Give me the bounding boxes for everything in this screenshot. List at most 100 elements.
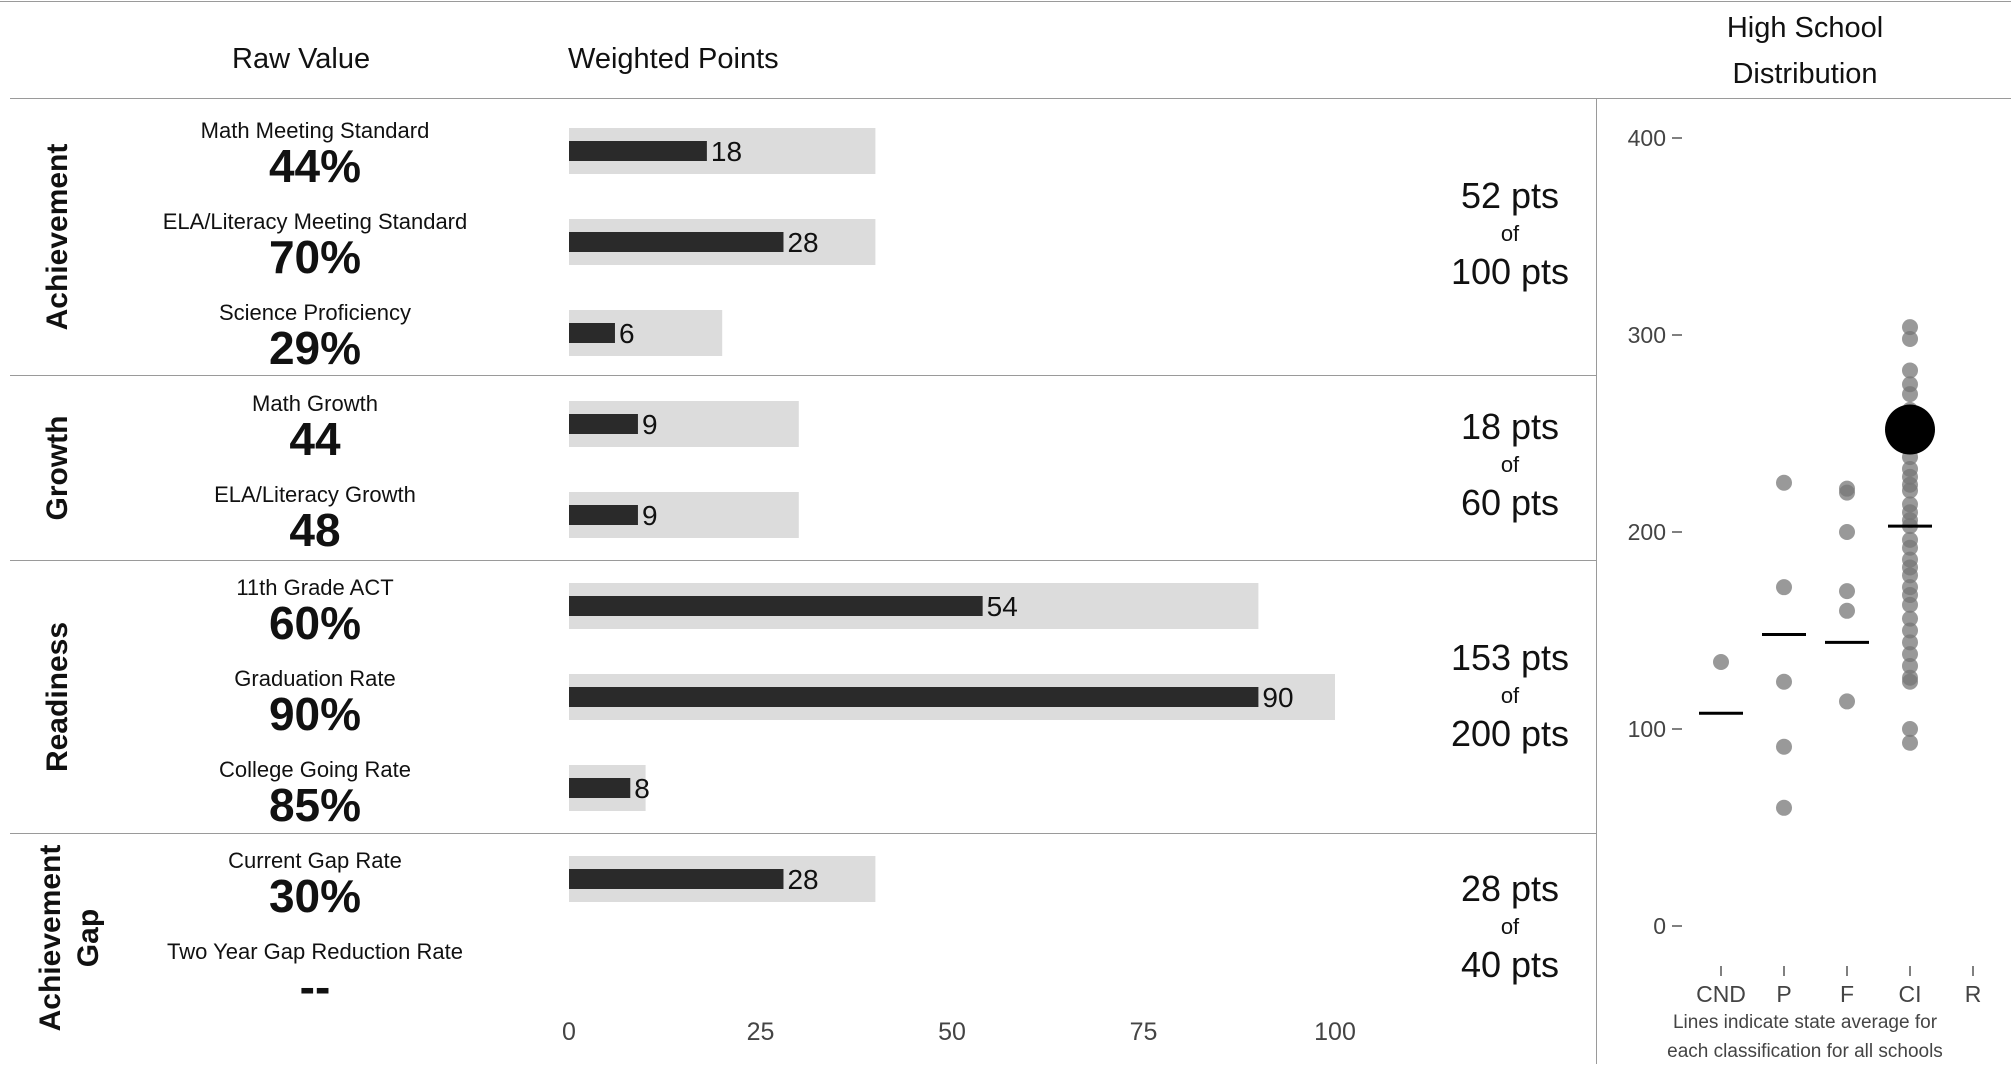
school-dot	[1902, 386, 1918, 403]
divider-growth-readiness	[10, 560, 1596, 561]
metric-value: 60%	[268, 597, 362, 649]
metric-label: College Going Rate	[218, 757, 411, 782]
x-tick-label: 100	[1314, 1018, 1356, 1046]
school-dot	[1902, 721, 1918, 737]
distribution-note: Lines indicate state average for each cl…	[1590, 1008, 2011, 1066]
distribution-title-line-1: High School	[1726, 12, 1884, 44]
distribution-title-line-2: Distribution	[1732, 58, 1878, 90]
points-label: 28	[787, 864, 818, 895]
total-of: of	[1500, 683, 1520, 708]
x-tick-label: CND	[1696, 981, 1746, 1007]
x-tick-label: 75	[1130, 1018, 1158, 1046]
metric-value: 90%	[268, 688, 362, 740]
weighted-points-header: Weighted Points	[568, 43, 779, 75]
metric-label: Science Proficiency	[219, 300, 411, 325]
school-dot	[1839, 583, 1855, 600]
total-max: 200 pts	[1450, 713, 1570, 754]
y-tick-label: 200	[1628, 519, 1666, 545]
y-tick-label: 300	[1628, 322, 1666, 348]
total-achievement-gap: 28 pts of 40 pts	[1410, 867, 1610, 987]
school-dot	[1776, 799, 1792, 816]
metric-value: 44	[289, 413, 341, 465]
metric-value: --	[299, 961, 331, 1013]
school-dot	[1776, 738, 1792, 755]
school-dot	[1902, 330, 1918, 347]
metric-value: 85%	[268, 779, 362, 831]
total-growth: 18 pts of 60 pts	[1410, 405, 1610, 525]
school-dot	[1902, 646, 1918, 663]
metric-value: 48	[289, 504, 341, 556]
x-tick-label: P	[1776, 981, 1791, 1007]
distribution-panel-divider	[1596, 98, 1597, 1064]
school-dot	[1902, 634, 1918, 651]
metric-label: ELA/Literacy Growth	[214, 482, 416, 507]
points-bar	[569, 687, 1259, 707]
school-dot	[1902, 596, 1918, 613]
points-bar	[569, 414, 638, 434]
school-dot	[1902, 362, 1918, 379]
distribution-note-line-1: Lines indicate state average for	[1672, 1012, 1938, 1033]
points-bar	[569, 323, 615, 343]
school-dot	[1902, 319, 1918, 336]
metric-act: 11th Grade ACT 60%	[110, 575, 520, 649]
points-label: 8	[634, 773, 650, 804]
metric-value: 29%	[268, 322, 362, 374]
school-dot	[1902, 673, 1918, 690]
metric-label: Two Year Gap Reduction Rate	[167, 939, 463, 964]
school-dot	[1839, 602, 1855, 619]
school-dot	[1839, 484, 1855, 501]
metric-label: Current Gap Rate	[228, 848, 402, 873]
total-of: of	[1500, 914, 1520, 939]
school-dot	[1839, 524, 1855, 540]
points-bar	[569, 232, 784, 252]
school-dot	[1776, 474, 1792, 491]
metric-college-going-rate: College Going Rate 85%	[110, 757, 520, 831]
x-tick-label: R	[1965, 981, 1982, 1007]
y-tick-label: 400	[1628, 125, 1666, 151]
divider-readiness-gap	[10, 833, 1596, 834]
points-bar	[569, 869, 784, 889]
school-dot	[1902, 482, 1918, 499]
points-bar	[569, 141, 707, 161]
total-of: of	[1500, 452, 1520, 477]
metric-math-growth: Math Growth 44	[110, 391, 520, 465]
school-dot	[1902, 567, 1918, 584]
points-bar	[569, 505, 638, 525]
distribution-title: High School Distribution	[1640, 5, 1970, 97]
metric-value: 44%	[268, 140, 362, 192]
points-label: 18	[711, 136, 742, 167]
metric-current-gap-rate: Current Gap Rate 30%	[110, 848, 520, 922]
points-label: 90	[1262, 682, 1293, 713]
points-bar	[569, 778, 631, 798]
school-dot	[1902, 610, 1918, 627]
total-earned: 153 pts	[1450, 637, 1570, 678]
this-school-dot	[1885, 404, 1935, 455]
school-dot	[1776, 673, 1792, 690]
x-tick-label: 25	[747, 1018, 775, 1046]
school-dot	[1839, 693, 1855, 710]
x-tick-label: 50	[938, 1018, 966, 1046]
total-max: 40 pts	[1460, 944, 1560, 985]
metric-value: 30%	[268, 870, 362, 922]
metric-label: Math Growth	[252, 391, 378, 416]
metric-label: ELA/Literacy Meeting Standard	[162, 209, 468, 234]
metric-gap-reduction-rate: Two Year Gap Reduction Rate --	[110, 939, 520, 1013]
divider-achievement-growth	[10, 375, 1596, 376]
metric-value: 70%	[268, 231, 362, 283]
x-tick-label: CI	[1899, 981, 1922, 1007]
metric-label: Graduation Rate	[234, 666, 396, 691]
points-label: 9	[642, 500, 658, 531]
total-earned: 52 pts	[1460, 175, 1560, 216]
school-dot	[1902, 734, 1918, 751]
points-label: 54	[987, 591, 1018, 622]
distribution-note-line-2: each classification for all schools	[1667, 1041, 1943, 1062]
metric-ela-meeting-standard: ELA/Literacy Meeting Standard 70%	[110, 209, 520, 283]
metric-ela-growth: ELA/Literacy Growth 48	[110, 482, 520, 556]
school-dot	[1902, 657, 1918, 674]
metric-label: 11th Grade ACT	[236, 575, 394, 600]
y-tick-label: 0	[1653, 913, 1666, 939]
total-readiness: 153 pts of 200 pts	[1410, 636, 1610, 756]
points-label: 6	[619, 318, 635, 349]
